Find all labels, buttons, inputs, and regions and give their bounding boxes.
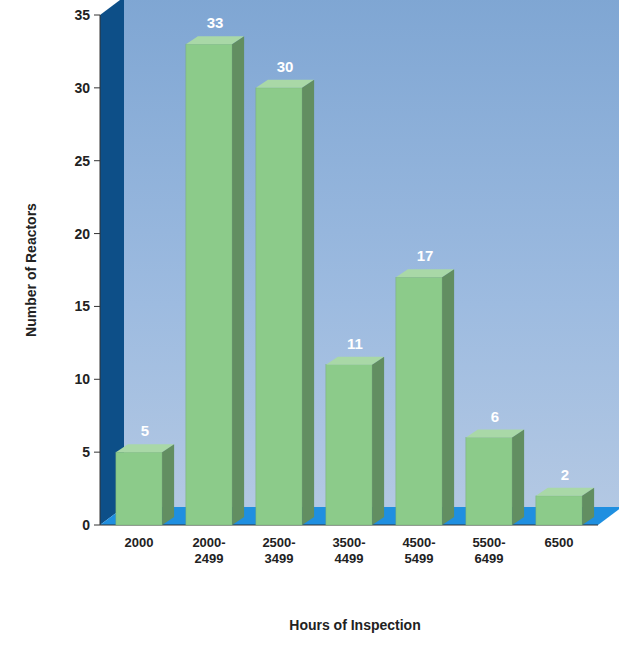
data-label: 11 bbox=[347, 335, 363, 352]
y-tick bbox=[94, 233, 100, 234]
y-tick-label: 10 bbox=[74, 371, 90, 387]
bar-front bbox=[116, 452, 162, 525]
x-tick-label: 5500-6499 bbox=[472, 535, 505, 566]
y-tick bbox=[94, 15, 100, 16]
x-tick-label: 4500-5499 bbox=[402, 535, 435, 566]
data-label: 5 bbox=[141, 422, 149, 439]
y-tick-label: 0 bbox=[82, 517, 90, 533]
x-tick-label: 2000 bbox=[125, 535, 154, 550]
y-tick bbox=[94, 525, 100, 526]
bar-front bbox=[326, 365, 372, 525]
x-tick-label: 3500-4499 bbox=[332, 535, 365, 566]
y-tick bbox=[94, 452, 100, 453]
bar bbox=[326, 357, 384, 525]
bar-front bbox=[256, 88, 302, 525]
data-label: 30 bbox=[277, 58, 294, 75]
data-label: 2 bbox=[561, 466, 569, 483]
bar-side bbox=[162, 444, 174, 525]
data-label: 17 bbox=[417, 247, 434, 264]
x-tick-label: 2000-2499 bbox=[192, 535, 225, 566]
bar-side bbox=[302, 80, 314, 525]
bar bbox=[186, 36, 244, 525]
bar-side bbox=[442, 269, 454, 525]
bar bbox=[466, 430, 524, 525]
y-tick-label: 35 bbox=[74, 7, 90, 23]
bar-front bbox=[466, 438, 512, 525]
bar bbox=[396, 269, 454, 525]
y-tick-label: 20 bbox=[74, 226, 90, 242]
bar-front bbox=[536, 496, 582, 525]
data-label: 33 bbox=[207, 14, 224, 31]
chart: 0 5 10 15 20 25 30 35 5 2000 33 2000-2499 30 2500-349… bbox=[0, 0, 619, 656]
data-label: 6 bbox=[491, 408, 499, 425]
bar-side bbox=[232, 36, 244, 525]
y-tick bbox=[94, 87, 100, 88]
bar bbox=[256, 80, 314, 525]
bar bbox=[116, 444, 174, 525]
y-tick-label: 5 bbox=[82, 444, 90, 460]
bar-side bbox=[582, 488, 594, 525]
bar-side bbox=[512, 430, 524, 525]
bars bbox=[116, 36, 594, 525]
bar-front bbox=[396, 277, 442, 525]
side-wall bbox=[100, 0, 124, 525]
x-tick-label: 2500-3499 bbox=[262, 535, 295, 566]
y-tick bbox=[94, 306, 100, 307]
bar-side bbox=[372, 357, 384, 525]
bar bbox=[536, 488, 594, 525]
y-tick-label: 15 bbox=[74, 298, 90, 314]
y-tick bbox=[94, 379, 100, 380]
y-tick bbox=[94, 160, 100, 161]
y-axis bbox=[100, 15, 101, 525]
x-axis-title: Hours of Inspection bbox=[289, 617, 420, 633]
y-tick-label: 30 bbox=[74, 80, 90, 96]
x-tick-label: 6500 bbox=[545, 535, 574, 550]
bar-front bbox=[186, 44, 232, 525]
y-tick-label: 25 bbox=[74, 153, 90, 169]
y-axis-title: Number of Reactors bbox=[23, 203, 39, 337]
